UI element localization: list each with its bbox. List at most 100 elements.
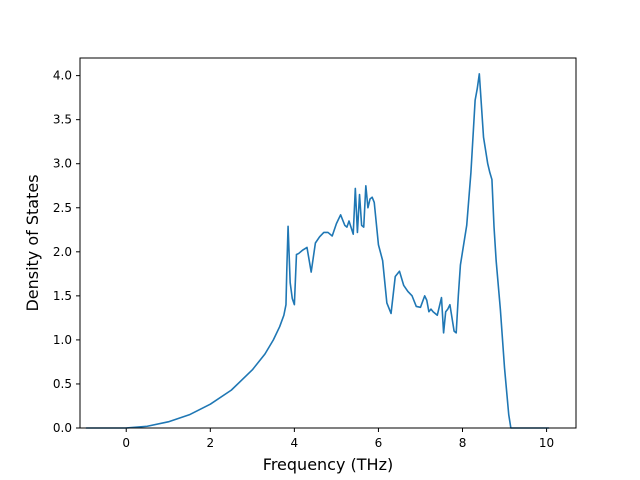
dos-data-point bbox=[395, 276, 396, 277]
dos-data-point bbox=[290, 282, 291, 283]
dos-data-point bbox=[340, 214, 341, 215]
dos-data-point bbox=[292, 298, 293, 299]
dos-data-point bbox=[426, 300, 427, 301]
plot-frame bbox=[79, 57, 577, 429]
dos-data-point bbox=[493, 227, 494, 228]
dos-data-point bbox=[283, 315, 284, 316]
dos-data-point bbox=[496, 260, 497, 261]
y-tick-label: 2.5 bbox=[53, 201, 72, 215]
dos-data-point bbox=[252, 369, 253, 370]
dos-data-point bbox=[374, 202, 375, 203]
dos-data-point bbox=[264, 353, 265, 354]
dos-data-point bbox=[449, 304, 450, 305]
dos-data-point bbox=[508, 414, 509, 415]
x-tick-label: 0 bbox=[122, 436, 130, 450]
y-tick-label: 0.5 bbox=[53, 377, 72, 391]
dos-data-point bbox=[357, 232, 358, 233]
dos-data-point bbox=[428, 311, 429, 312]
dos-data-point bbox=[327, 232, 328, 233]
dos-data-point bbox=[315, 242, 316, 243]
dos-data-point bbox=[168, 421, 169, 422]
dos-data-point bbox=[500, 308, 501, 309]
dos-data-point bbox=[361, 225, 362, 226]
y-tick-label: 4.0 bbox=[53, 69, 72, 83]
dos-data-point bbox=[458, 295, 459, 296]
dos-data-point bbox=[447, 308, 448, 309]
y-tick-label: 3.5 bbox=[53, 113, 72, 127]
dos-data-point bbox=[369, 198, 370, 199]
dos-data-point bbox=[491, 179, 492, 180]
dos-data-point bbox=[332, 235, 333, 236]
dos-data-point bbox=[445, 311, 446, 312]
dos-data-point bbox=[365, 185, 366, 186]
dos-data-point bbox=[416, 306, 417, 307]
dos-data-point bbox=[210, 404, 211, 405]
dos-data-point bbox=[319, 236, 320, 237]
dos-data-point bbox=[346, 227, 347, 228]
dos-data-point bbox=[504, 368, 505, 369]
dos-data-point bbox=[443, 332, 444, 333]
dos-data-point bbox=[296, 254, 297, 255]
y-axis-label: Density of States bbox=[23, 174, 42, 311]
dos-data-point bbox=[367, 207, 368, 208]
dos-data-point bbox=[348, 220, 349, 221]
y-tick-label: 0.0 bbox=[53, 421, 72, 435]
dos-data-point bbox=[479, 73, 480, 74]
dos-data-point bbox=[294, 304, 295, 305]
dos-data-point bbox=[298, 253, 299, 254]
dos-data-point bbox=[407, 291, 408, 292]
x-tick-label: 10 bbox=[539, 436, 554, 450]
dos-data-point bbox=[487, 163, 488, 164]
dos-data-point bbox=[372, 197, 373, 198]
dos-data-point bbox=[189, 414, 190, 415]
dos-data-point bbox=[273, 339, 274, 340]
dos-data-point bbox=[390, 313, 391, 314]
y-tick-label: 2.0 bbox=[53, 245, 72, 259]
dos-data-point bbox=[344, 225, 345, 226]
dos-data-point bbox=[483, 137, 484, 138]
plot-area bbox=[80, 58, 576, 428]
dos-data-point bbox=[336, 223, 337, 224]
dos-data-point bbox=[489, 172, 490, 173]
dos-data-point bbox=[475, 100, 476, 101]
dos-data-point bbox=[287, 226, 288, 227]
x-tick-label: 8 bbox=[459, 436, 467, 450]
dos-data-point bbox=[359, 194, 360, 195]
dos-data-point bbox=[279, 326, 280, 327]
dos-data-point bbox=[411, 295, 412, 296]
dos-data-point bbox=[231, 390, 232, 391]
x-tick-label: 6 bbox=[375, 436, 383, 450]
x-tick-label: 2 bbox=[206, 436, 214, 450]
dos-data-point bbox=[470, 172, 471, 173]
dos-data-point bbox=[147, 426, 148, 427]
dos-data-point bbox=[285, 304, 286, 305]
dos-data-point bbox=[466, 225, 467, 226]
dos-series-line bbox=[85, 73, 550, 429]
y-tick-label: 1.5 bbox=[53, 289, 72, 303]
dos-data-point bbox=[286, 269, 287, 270]
dos-data-point bbox=[456, 332, 457, 333]
x-tick-label: 4 bbox=[291, 436, 299, 450]
dos-data-point bbox=[386, 302, 387, 303]
dos-data-point bbox=[382, 260, 383, 261]
dos-data-point bbox=[311, 271, 312, 272]
y-tick-label: 1.0 bbox=[53, 333, 72, 347]
dos-data-point bbox=[363, 227, 364, 228]
dos-data-point bbox=[454, 331, 455, 332]
series-layer bbox=[85, 73, 550, 429]
dos-data-point bbox=[424, 295, 425, 296]
dos-data-point bbox=[378, 244, 379, 245]
dos-data-point bbox=[437, 315, 438, 316]
dos-data-point bbox=[353, 234, 354, 235]
dos-data-point bbox=[441, 297, 442, 298]
dos-data-point bbox=[306, 247, 307, 248]
axis-ticks: 0 2 4 6 8 10 0.0 0.5 1.0 1.5 2.0 2.5 3.0 3.5 4.0 bbox=[53, 69, 554, 450]
dos-data-point bbox=[432, 311, 433, 312]
dos-data-point bbox=[462, 251, 463, 252]
dos-data-point bbox=[399, 271, 400, 272]
dos-data-point bbox=[302, 249, 303, 250]
dos-data-point bbox=[430, 308, 431, 309]
dos-data-point bbox=[323, 232, 324, 233]
